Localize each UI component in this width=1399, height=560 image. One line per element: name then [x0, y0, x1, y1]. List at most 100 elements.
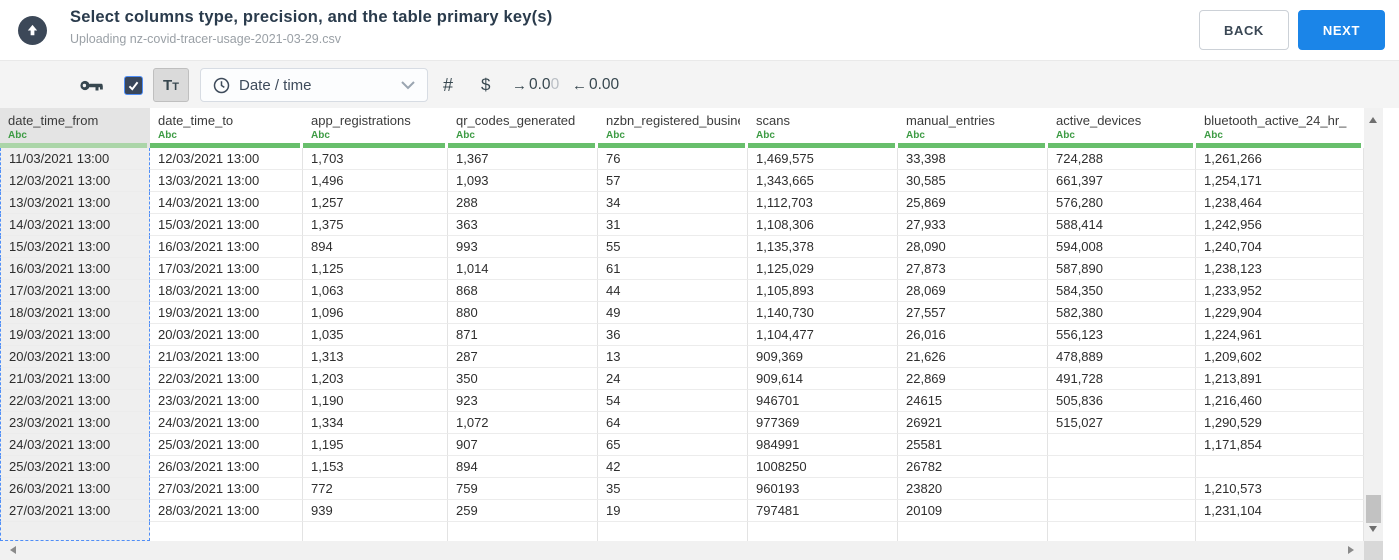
table-cell: 19/03/2021 13:00 — [150, 302, 303, 324]
scroll-right-arrow-icon[interactable] — [1348, 546, 1354, 554]
table-cell: 44 — [598, 280, 748, 302]
table-cell: 61 — [598, 258, 748, 280]
number-type-button[interactable]: # — [443, 74, 454, 95]
wizard-actions: BACK NEXT — [1198, 10, 1385, 50]
table-cell — [1048, 456, 1196, 478]
column-header-scans[interactable]: scans Abc — [748, 108, 898, 148]
table-cell: 515,027 — [1048, 412, 1196, 434]
column-type-label: Abc — [1204, 130, 1223, 141]
table-cell: 880 — [448, 302, 598, 324]
column-type-label: Abc — [8, 130, 27, 141]
table-cell: 13 — [598, 346, 748, 368]
vertical-scrollbar[interactable] — [1364, 108, 1383, 541]
column-header-app_registrations[interactable]: app_registrations Abc — [303, 108, 448, 148]
vertical-scrollbar-thumb[interactable] — [1366, 495, 1381, 523]
column-header-qr_codes_generated[interactable]: qr_codes_generated Abc — [448, 108, 598, 148]
table-cell: 30,585 — [898, 170, 1048, 192]
scroll-left-arrow-icon[interactable] — [10, 546, 16, 554]
column-name: date_time_to — [158, 113, 234, 128]
column-name: date_time_from — [8, 113, 99, 128]
table-cell: 287 — [448, 346, 598, 368]
text-type-button[interactable]: Tt — [153, 68, 189, 102]
precision-value: 0.0 — [529, 76, 551, 93]
column-underline — [598, 143, 745, 148]
table-cell: 18/03/2021 13:00 — [150, 280, 303, 302]
back-button[interactable]: BACK — [1198, 10, 1289, 50]
table-row: 27/03/2021 13:00 28/03/2021 13:00 939 259 19… — [0, 500, 1364, 522]
table-cell: 907 — [448, 434, 598, 456]
table-cell: 23820 — [898, 478, 1048, 500]
table-cell: 1,125 — [303, 258, 448, 280]
table-row: 22/03/2021 13:00 23/03/2021 13:00 1,190 923… — [0, 390, 1364, 412]
table-cell: 1,014 — [448, 258, 598, 280]
scroll-down-arrow-icon[interactable] — [1369, 526, 1377, 532]
next-button[interactable]: NEXT — [1297, 10, 1385, 50]
table-cell: 584,350 — [1048, 280, 1196, 302]
table-cell: 724,288 — [1048, 148, 1196, 170]
table-row: 26/03/2021 13:00 27/03/2021 13:00 772 759 35… — [0, 478, 1364, 500]
table-cell: 22,869 — [898, 368, 1048, 390]
table-cell: 42 — [598, 456, 748, 478]
table-row: 16/03/2021 13:00 17/03/2021 13:00 1,125 1,0… — [0, 258, 1364, 280]
table-cell: 65 — [598, 434, 748, 456]
table-cell: 1,216,460 — [1196, 390, 1364, 412]
table-row: 21/03/2021 13:00 22/03/2021 13:00 1,203 350… — [0, 368, 1364, 390]
table-cell: 27/03/2021 13:00 — [150, 478, 303, 500]
table-cell: 1,125,029 — [748, 258, 898, 280]
table-cell: 12/03/2021 13:00 — [150, 148, 303, 170]
table-row: 12/03/2021 13:00 13/03/2021 13:00 1,496 1,0… — [0, 170, 1364, 192]
column-underline — [150, 143, 300, 148]
table-cell: 1,229,904 — [1196, 302, 1364, 324]
table-cell: 871 — [448, 324, 598, 346]
horizontal-scrollbar[interactable] — [0, 541, 1364, 560]
table-cell: 1,375 — [303, 214, 448, 236]
table-cell: 1,093 — [448, 170, 598, 192]
column-header-manual_entries[interactable]: manual_entries Abc — [898, 108, 1048, 148]
precision-value: 0.00 — [589, 76, 620, 93]
table-cell: 13/03/2021 13:00 — [150, 170, 303, 192]
page-title: Select columns type, precision, and the … — [70, 8, 553, 26]
table-cell: 772 — [303, 478, 448, 500]
table-cell — [598, 522, 748, 541]
currency-type-button[interactable]: $ — [481, 75, 491, 94]
table-row: 19/03/2021 13:00 20/03/2021 13:00 1,035 871… — [0, 324, 1364, 346]
chevron-down-icon — [401, 80, 415, 89]
column-type-select[interactable]: Date / time — [200, 68, 428, 102]
table-cell: 55 — [598, 236, 748, 258]
table-cell: 28,090 — [898, 236, 1048, 258]
table-cell: 1,203 — [303, 368, 448, 390]
column-underline — [1048, 143, 1193, 148]
column-underline — [303, 143, 445, 148]
table-cell: 1,213,891 — [1196, 368, 1364, 390]
column-name: qr_codes_generated — [456, 113, 576, 128]
scroll-up-arrow-icon[interactable] — [1369, 117, 1377, 123]
checkbox-checked-icon[interactable] — [124, 76, 143, 95]
table-cell: 15/03/2021 13:00 — [150, 214, 303, 236]
title-bar: Select columns type, precision, and the … — [0, 0, 1399, 60]
decrease-precision-button[interactable]: ← 0.00 — [572, 61, 619, 109]
table-cell: 1,367 — [448, 148, 598, 170]
column-header-date_time_from[interactable]: date_time_from Abc — [0, 108, 150, 148]
table-filler-row — [0, 522, 1364, 541]
arrow-right-icon: → — [512, 76, 527, 94]
table-cell: 1008250 — [748, 456, 898, 478]
column-header-bluetooth_active_24_hr_[interactable]: bluetooth_active_24_hr_ Abc — [1196, 108, 1364, 148]
table-cell: 1,108,306 — [748, 214, 898, 236]
column-type-label: Abc — [606, 130, 625, 141]
column-header-nzbn_registered_busine[interactable]: nzbn_registered_busine Abc — [598, 108, 748, 148]
table-cell — [1048, 500, 1196, 522]
table-cell: 28,069 — [898, 280, 1048, 302]
table-cell: 259 — [448, 500, 598, 522]
table-cell: 939 — [303, 500, 448, 522]
column-header-date_time_to[interactable]: date_time_to Abc — [150, 108, 303, 148]
table-row: 13/03/2021 13:00 14/03/2021 13:00 1,257 288… — [0, 192, 1364, 214]
precision-faded-digit: 0 — [550, 76, 560, 93]
column-header-active_devices[interactable]: active_devices Abc — [1048, 108, 1196, 148]
primary-key-icon[interactable] — [80, 78, 103, 98]
column-type-label: Abc — [311, 130, 330, 141]
increase-precision-button[interactable]: → 0.0 0 — [512, 61, 559, 109]
table-cell: 1,135,378 — [748, 236, 898, 258]
column-underline — [448, 143, 595, 148]
table-row: 25/03/2021 13:00 26/03/2021 13:00 1,153 894… — [0, 456, 1364, 478]
table-cell: 909,369 — [748, 346, 898, 368]
